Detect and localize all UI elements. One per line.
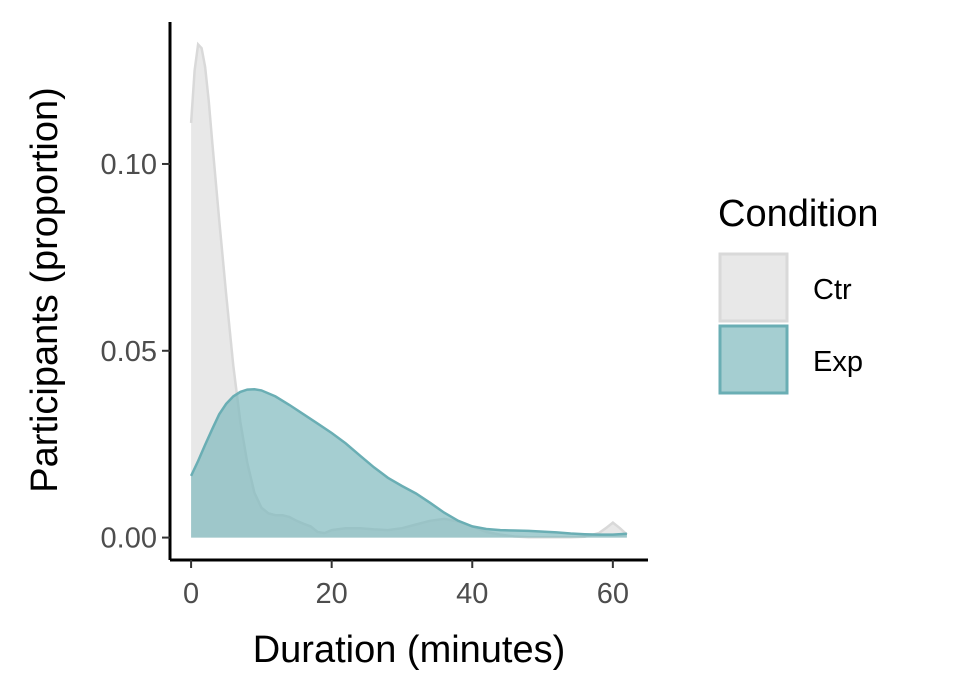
legend: Condition Ctr Exp [718,193,879,395]
legend-items: Ctr Exp [718,252,863,395]
legend-key-exp [718,324,789,395]
density-line-exp [189,388,627,536]
x-axis-ticks: 0 20 40 60 [183,560,629,610]
y-tick-label: 0.05 [101,336,157,368]
density-area-exp [191,389,627,538]
y-axis-title: Participants (proportion) [24,87,66,493]
series-layer [189,41,628,539]
legend-label-exp: Exp [813,346,863,378]
legend-label-ctr: Ctr [813,274,852,306]
x-tick-label: 20 [316,578,348,610]
x-tick-label: 0 [183,578,199,610]
y-tick-label: 0.10 [101,149,157,181]
x-tick-label: 60 [597,578,629,610]
y-axis-ticks: 0.00 0.05 0.10 [101,149,170,555]
legend-title: Condition [718,193,879,235]
legend-key-ctr [718,252,789,323]
y-tick-label: 0.00 [101,523,157,555]
x-axis-title: Duration (minutes) [253,629,566,671]
x-tick-label: 40 [456,578,488,610]
